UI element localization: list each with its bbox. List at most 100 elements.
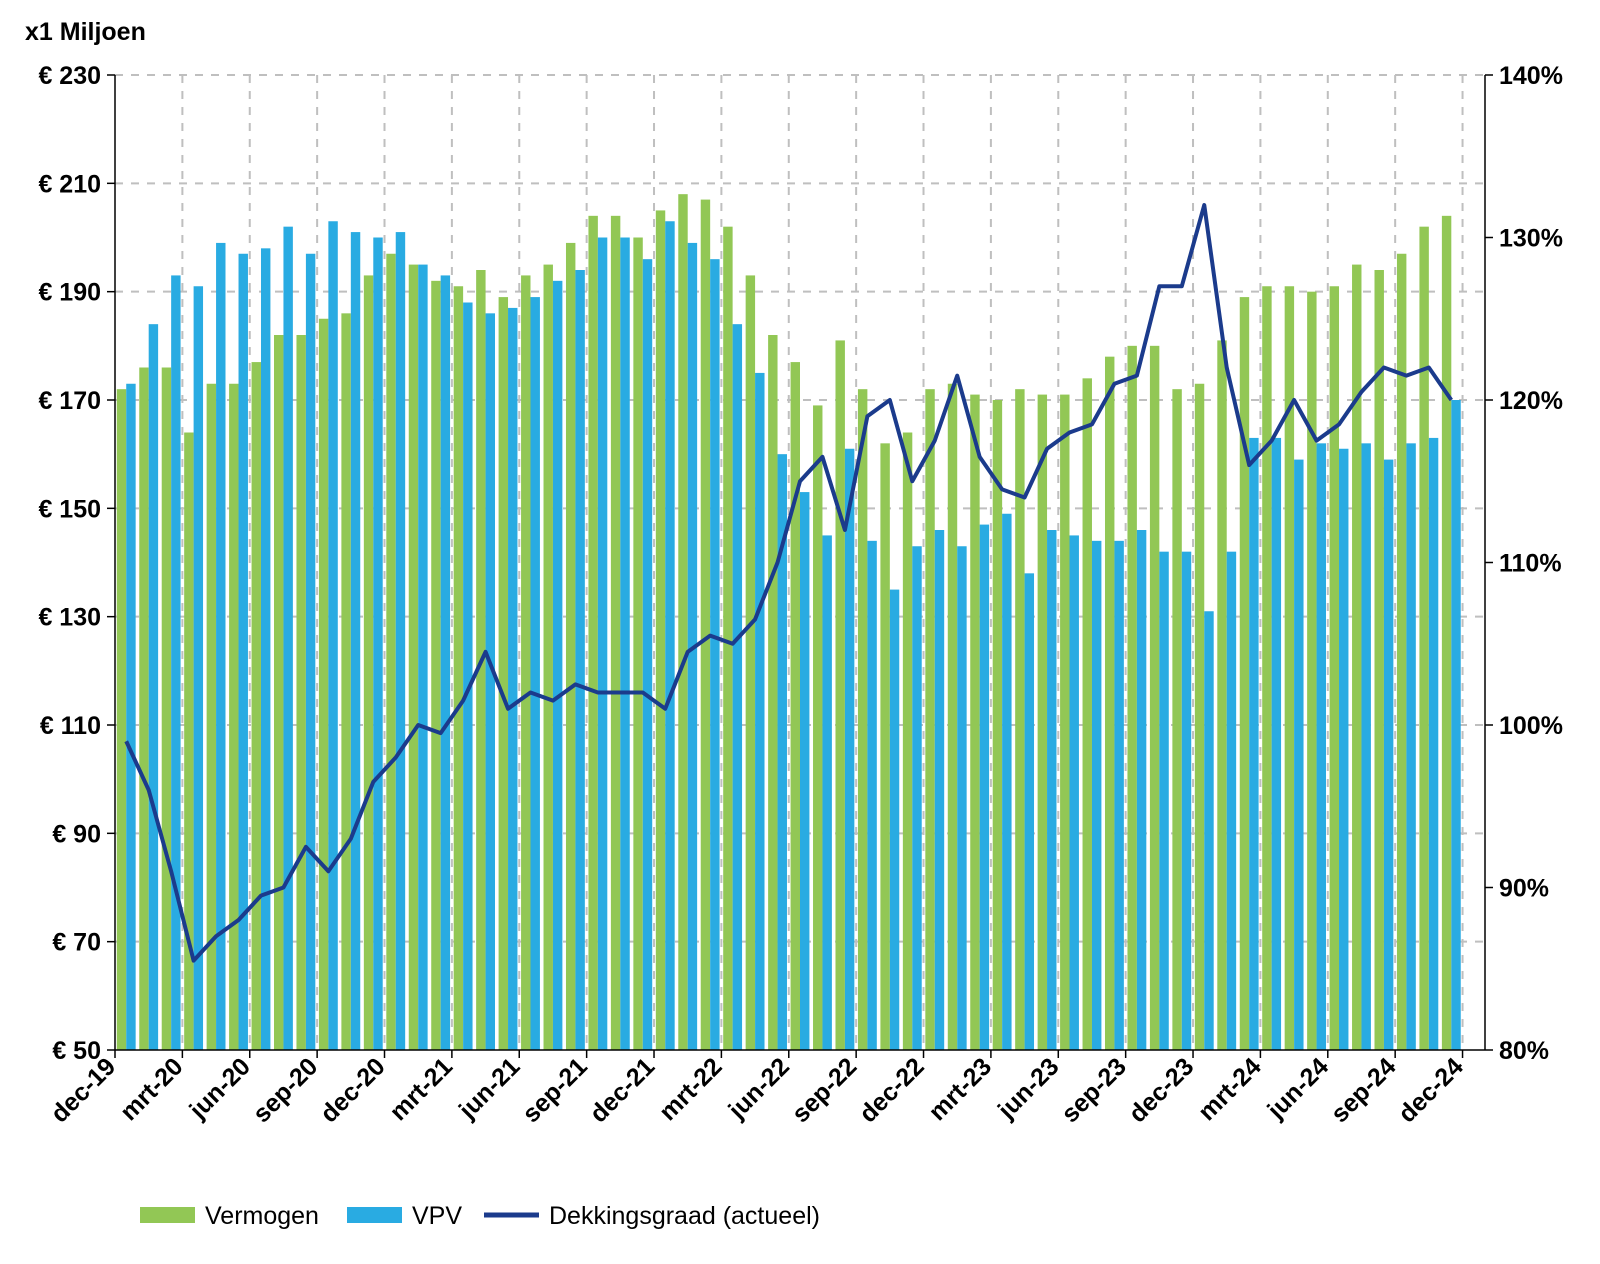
bar-vermogen — [588, 216, 597, 1050]
bar-vermogen — [656, 210, 665, 1050]
ytick-left: € 170 — [38, 387, 101, 415]
bar-vpv — [1339, 449, 1348, 1050]
bar-vpv — [935, 530, 944, 1050]
ytick-right: 140% — [1499, 62, 1563, 90]
bar-vpv — [261, 248, 270, 1050]
bar-vermogen — [611, 216, 620, 1050]
bar-vpv — [351, 232, 360, 1050]
bar-vermogen — [499, 297, 508, 1050]
bar-vermogen — [768, 335, 777, 1050]
bar-vpv — [126, 384, 135, 1050]
bar-vpv — [1451, 400, 1460, 1050]
bar-vermogen — [1015, 389, 1024, 1050]
bar-vermogen — [1217, 340, 1226, 1050]
bar-vermogen — [925, 389, 934, 1050]
bar-vermogen — [993, 400, 1002, 1050]
bar-vermogen — [723, 227, 732, 1050]
bar-vpv — [1361, 443, 1370, 1050]
bar-vermogen — [903, 433, 912, 1051]
bar-vpv — [553, 281, 562, 1050]
bar-vpv — [1204, 611, 1213, 1050]
bar-vermogen — [521, 275, 530, 1050]
bar-vermogen — [386, 254, 395, 1050]
bar-vermogen — [1060, 395, 1069, 1050]
chart-title: x1 Miljoen — [25, 18, 146, 46]
bar-vermogen — [1083, 378, 1092, 1050]
ytick-left: € 90 — [52, 820, 101, 848]
bar-vermogen — [1307, 292, 1316, 1050]
ytick-left: € 130 — [38, 604, 101, 632]
bar-vpv — [1092, 541, 1101, 1050]
legend-label: VPV — [412, 1202, 462, 1230]
bar-vpv — [575, 270, 584, 1050]
ytick-right: 120% — [1499, 387, 1563, 415]
bar-vermogen — [364, 275, 373, 1050]
bar-vermogen — [274, 335, 283, 1050]
bar-vermogen — [813, 405, 822, 1050]
bar-vpv — [508, 308, 517, 1050]
bar-vpv — [418, 265, 427, 1050]
bar-vermogen — [791, 362, 800, 1050]
bar-vpv — [980, 525, 989, 1050]
bar-vermogen — [835, 340, 844, 1050]
bar-vpv — [598, 238, 607, 1051]
ytick-right: 100% — [1499, 712, 1563, 740]
bar-vermogen — [1150, 346, 1159, 1050]
bar-vpv — [283, 227, 292, 1050]
bar-vpv — [822, 535, 831, 1050]
chart-svg: x1 Miljoen€ 50€ 70€ 90€ 110€ 130€ 150€ 1… — [0, 0, 1600, 1264]
legend-swatch — [140, 1207, 195, 1223]
bar-vpv — [463, 303, 472, 1051]
bar-vermogen — [117, 389, 126, 1050]
bar-vpv — [1002, 514, 1011, 1050]
bar-vermogen — [1240, 297, 1249, 1050]
bar-vermogen — [431, 281, 440, 1050]
bar-vermogen — [207, 384, 216, 1050]
bar-vermogen — [1262, 286, 1271, 1050]
bar-vermogen — [1127, 346, 1136, 1050]
bar-vermogen — [1105, 357, 1114, 1050]
ytick-left: € 230 — [38, 62, 101, 90]
bar-vpv — [845, 449, 854, 1050]
bar-vermogen — [1352, 265, 1361, 1050]
bar-vpv — [441, 275, 450, 1050]
ytick-right: 130% — [1499, 225, 1563, 253]
bar-vpv — [171, 275, 180, 1050]
bar-vpv — [530, 297, 539, 1050]
ytick-left: € 150 — [38, 495, 101, 523]
bar-vpv — [620, 238, 629, 1051]
bar-vermogen — [296, 335, 305, 1050]
ytick-left: € 70 — [52, 929, 101, 957]
bar-vermogen — [678, 194, 687, 1050]
ytick-left: € 210 — [38, 170, 101, 198]
bar-vermogen — [252, 362, 261, 1050]
bar-vermogen — [970, 395, 979, 1050]
bar-vpv — [1025, 573, 1034, 1050]
bar-vpv — [1227, 552, 1236, 1050]
bar-vermogen — [162, 368, 171, 1051]
combo-chart: x1 Miljoen€ 50€ 70€ 90€ 110€ 130€ 150€ 1… — [0, 0, 1600, 1264]
ytick-right: 80% — [1499, 1037, 1549, 1065]
bar-vermogen — [319, 319, 328, 1050]
legend-label: Dekkingsgraad (actueel) — [549, 1202, 820, 1230]
bar-vpv — [1114, 541, 1123, 1050]
bar-vermogen — [880, 443, 889, 1050]
bar-vpv — [1429, 438, 1438, 1050]
bar-vermogen — [633, 238, 642, 1051]
bar-vermogen — [566, 243, 575, 1050]
ytick-right: 90% — [1499, 875, 1549, 903]
bar-vpv — [1137, 530, 1146, 1050]
bar-vpv — [328, 221, 337, 1050]
ytick-left: € 190 — [38, 279, 101, 307]
bar-vermogen — [341, 313, 350, 1050]
bar-vermogen — [858, 389, 867, 1050]
bar-vermogen — [229, 384, 238, 1050]
bar-vermogen — [1195, 384, 1204, 1050]
bar-vpv — [800, 492, 809, 1050]
legend-label: Vermogen — [205, 1202, 319, 1230]
bar-vpv — [396, 232, 405, 1050]
bar-vpv — [194, 286, 203, 1050]
bar-vpv — [239, 254, 248, 1050]
bar-vermogen — [1330, 286, 1339, 1050]
bar-vpv — [306, 254, 315, 1050]
